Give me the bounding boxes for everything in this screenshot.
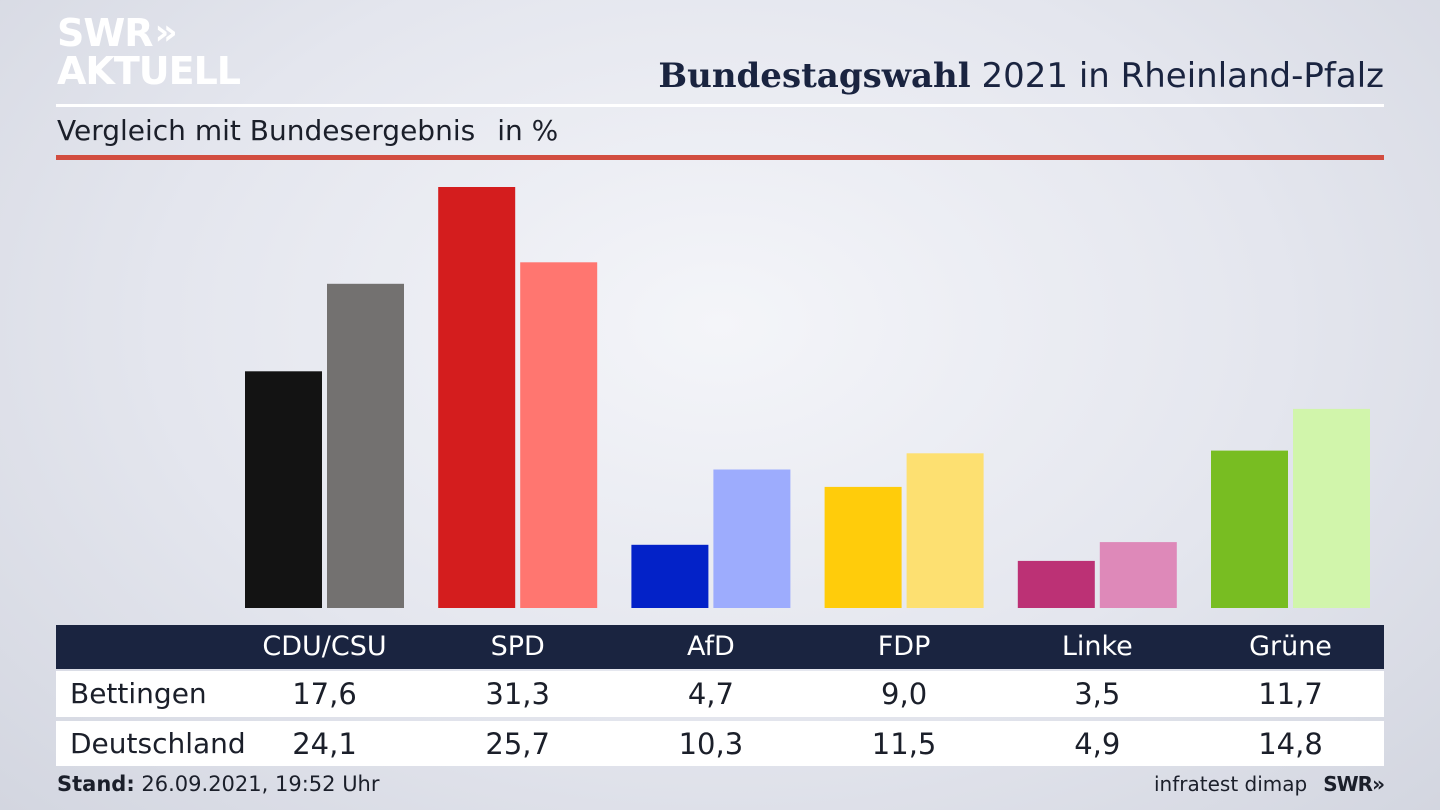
category-label: Linke	[1061, 631, 1133, 662]
data-label: 17,6	[292, 677, 357, 711]
data-label: 14,8	[1258, 727, 1323, 761]
results-table: CDU/CSU SPD AfD FDP Linke Grüne Bettingen 17,…	[56, 625, 1384, 766]
title-bold: Bundestagswahl	[658, 56, 971, 96]
row-label-deutschland: Deutschland	[70, 727, 246, 760]
data-label: 11,5	[871, 727, 937, 761]
data-label: 4,9	[1074, 727, 1121, 761]
bar-bettingen-afd	[631, 544, 709, 608]
chart-subtitle: Vergleich mit Bundesergebnis in %	[57, 114, 558, 147]
logo-swr: SWR	[57, 11, 154, 55]
bar-deutschland-afd	[713, 469, 791, 608]
category-label: Grüne	[1249, 631, 1332, 662]
data-label: 10,3	[678, 727, 744, 761]
category-label: FDP	[877, 631, 931, 662]
category-label: SPD	[490, 631, 545, 662]
source-text: infratest dimap	[1154, 772, 1308, 796]
bar-bettingen-linke	[1017, 560, 1095, 608]
title-divider	[56, 104, 1384, 107]
data-label: 11,7	[1258, 677, 1323, 711]
timestamp: Stand: 26.09.2021, 19:52 Uhr	[57, 772, 380, 796]
table-row-bettingen: Bettingen 17,6 31,3 4,7 9,0 3,5 11,7	[56, 671, 1384, 717]
data-label: 25,7	[485, 727, 550, 761]
source-credit: infratest dimap SWR»	[1154, 772, 1385, 796]
swr-aktuell-logo: SWR» AKTUELL	[57, 11, 241, 93]
logo-aktuell: AKTUELL	[57, 49, 241, 93]
footer-swr-logo: SWR»	[1323, 772, 1385, 796]
stand-value: 26.09.2021, 19:52 Uhr	[141, 772, 380, 796]
bar-bettingen-grüne	[1211, 450, 1288, 608]
bar-deutschland-spd	[520, 262, 598, 608]
row-label-bettingen: Bettingen	[70, 677, 207, 710]
page-title: Bundestagswahl 2021 in Rheinland-Pfalz	[658, 56, 1384, 96]
stand-label: Stand:	[57, 772, 135, 796]
title-rest: 2021 in Rheinland-Pfalz	[981, 56, 1384, 96]
bar-bettingen-fdp	[824, 486, 902, 608]
bar-bettingen-cdu-csu	[245, 371, 322, 608]
bar-deutschland-cdu-csu	[327, 283, 404, 608]
table-row-deutschland: Deutschland 24,1 25,7 10,3 11,5 4,9 14,8	[56, 721, 1384, 766]
subtitle-unit: in %	[497, 114, 559, 147]
data-label: 4,7	[687, 677, 734, 711]
table-header-row: CDU/CSU SPD AfD FDP Linke Grüne	[56, 625, 1384, 669]
bar-chart	[245, 187, 1370, 608]
category-label: CDU/CSU	[262, 631, 387, 662]
bar-deutschland-grüne	[1293, 408, 1370, 608]
bar-deutschland-linke	[1099, 542, 1177, 608]
category-label: AfD	[686, 631, 735, 662]
bar-deutschland-fdp	[906, 453, 984, 608]
subtitle-divider	[56, 155, 1384, 160]
data-label: 3,5	[1074, 677, 1121, 711]
data-label: 31,3	[485, 677, 550, 711]
data-label: 9,0	[881, 677, 928, 711]
bar-bettingen-spd	[438, 187, 516, 608]
data-label: 24,1	[292, 727, 357, 761]
subtitle-text: Vergleich mit Bundesergebnis	[57, 114, 476, 147]
